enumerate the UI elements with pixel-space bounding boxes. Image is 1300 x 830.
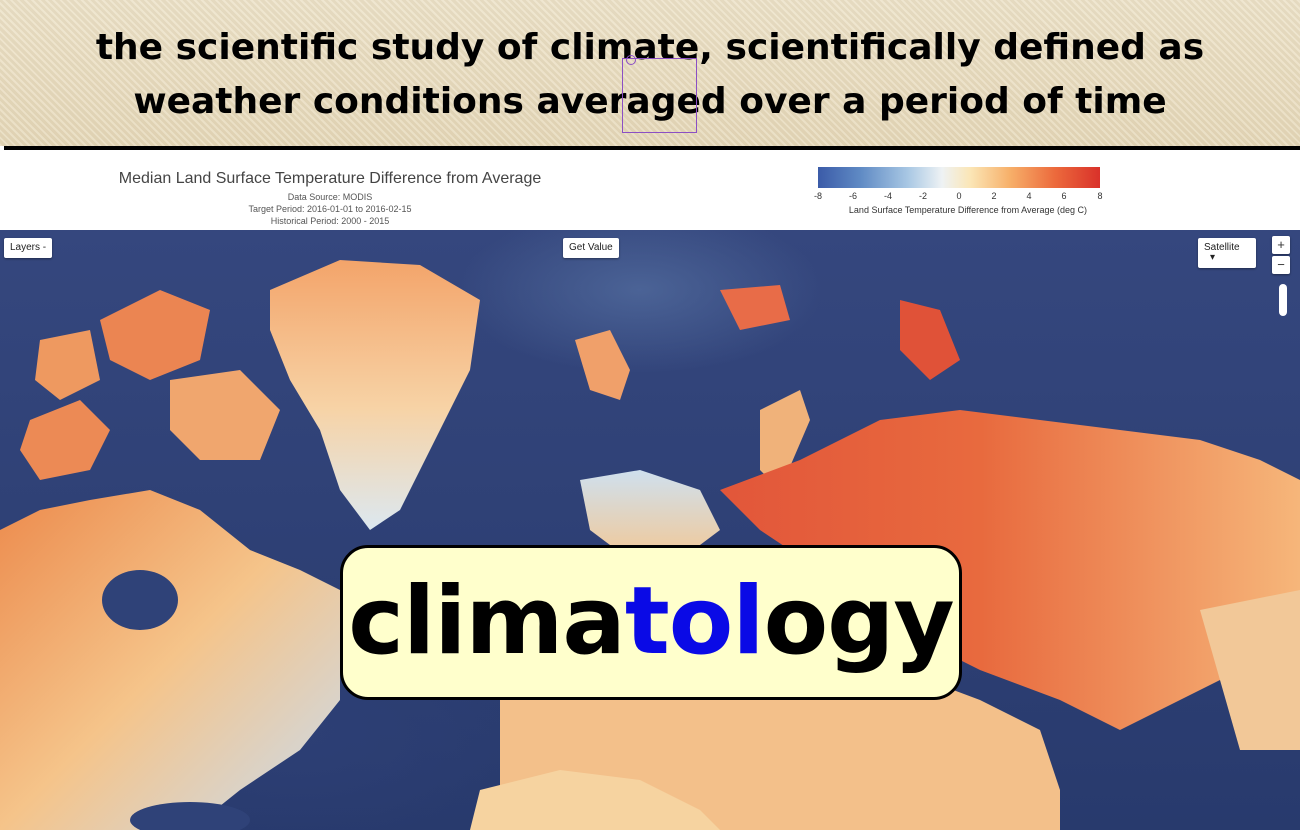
colorbar-tick: -6 [848, 191, 857, 201]
colorbar-tick: -2 [918, 191, 927, 201]
map-title: Median Land Surface Temperature Differen… [118, 170, 542, 187]
street-view-pegman-icon[interactable] [1279, 284, 1287, 316]
map-type-dropdown[interactable]: Satellite ▾ [1198, 238, 1256, 268]
russia-land [720, 410, 1300, 730]
gulf-water [130, 802, 250, 830]
franz-josef-land [720, 285, 790, 330]
hudson-bay-water [102, 570, 178, 630]
selection-box [622, 58, 697, 133]
term-highlight: tol [624, 567, 765, 676]
term-suffix: ogy [763, 567, 955, 676]
term-callout: climatology [340, 545, 962, 700]
colorbar-tick: 0 [956, 191, 962, 201]
colorbar-tick: 2 [991, 191, 997, 201]
get-value-button[interactable]: Get Value [563, 238, 619, 258]
colorbar-tick: 8 [1097, 191, 1103, 201]
historical-period-text: Historical Period: 2000 - 2015 [270, 216, 390, 226]
target-period-text: Target Period: 2016-01-01 to 2016-02-15 [248, 204, 412, 214]
svalbard-land [575, 330, 630, 400]
map-type-label: Satellite [1204, 242, 1240, 253]
rotate-handle[interactable] [626, 55, 636, 65]
arctic-islands-land [100, 290, 210, 380]
arctic-islands-land [35, 330, 100, 400]
scandinavia-land [580, 470, 720, 560]
greenland-land [270, 260, 480, 530]
chevron-down-icon: ▾ [1210, 252, 1216, 263]
novaya-zemlya-land [760, 390, 810, 490]
term-word: climatology [348, 567, 955, 676]
data-source-text: Data Source: MODIS [287, 192, 373, 202]
banner-divider [4, 146, 1300, 150]
definition-line-1: the scientific study of climate, scienti… [95, 27, 1205, 68]
temperature-map[interactable]: Layers - Get Value Satellite ▾ + − [0, 230, 1300, 830]
colorbar [818, 167, 1100, 188]
land-temperature-layer [0, 260, 1300, 830]
colorbar-tick: 4 [1026, 191, 1032, 201]
map-header: Median Land Surface Temperature Differen… [0, 158, 1300, 230]
arctic-islands-land [170, 370, 280, 460]
taymyr-land [900, 300, 960, 380]
north-africa-land [470, 770, 720, 830]
definition-line-2: weather conditions averaged over a perio… [133, 81, 1167, 122]
colorbar-label: Land Surface Temperature Difference from… [848, 205, 1088, 215]
zoom-out-button[interactable]: − [1272, 256, 1290, 274]
term-prefix: clima [348, 567, 626, 676]
north-america-land [0, 490, 340, 830]
zoom-in-button[interactable]: + [1272, 236, 1290, 254]
definition-banner: the scientific study of climate, scienti… [0, 0, 1300, 146]
arctic-islands-land [20, 400, 110, 480]
east-siberia-land [1200, 590, 1300, 750]
colorbar-tick: -8 [813, 191, 822, 201]
colorbar-tick: 6 [1061, 191, 1067, 201]
layers-button[interactable]: Layers - [4, 238, 53, 258]
colorbar-tick: -4 [883, 191, 892, 201]
